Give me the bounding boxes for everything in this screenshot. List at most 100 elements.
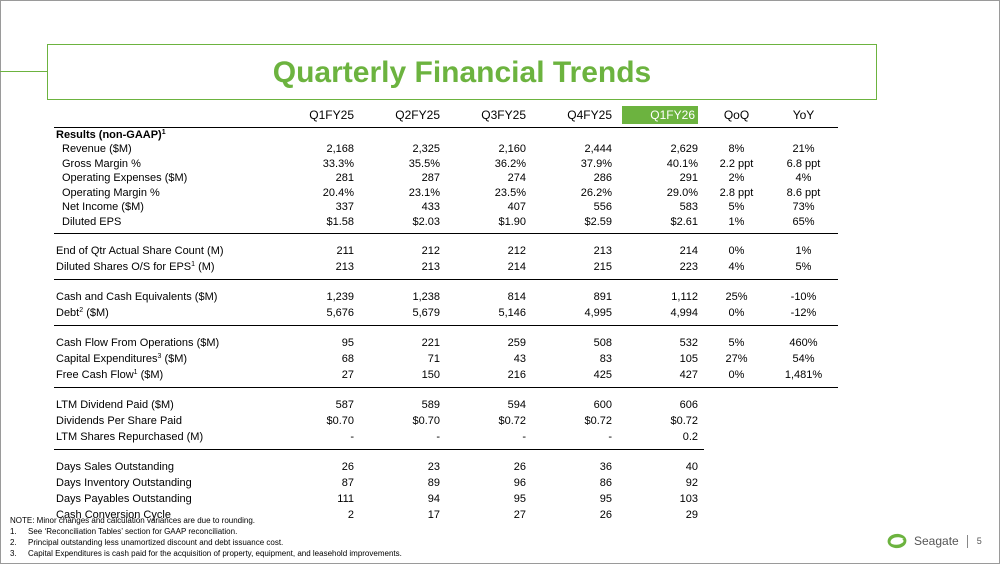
cell-value: 92 (685, 477, 698, 489)
cell-yoy (769, 459, 838, 475)
group-spacer (54, 326, 838, 336)
cell-yoy: 21% (792, 143, 815, 156)
section-title-row: Results (non-GAAP)1 (54, 128, 838, 143)
footnotes: NOTE: Minor changes and calculation vari… (10, 515, 402, 559)
table-row: Debt2 ($M) 5,676 5,679 5,146 4,995 4,994 0% -12… (54, 305, 838, 321)
cell-yoy (769, 429, 838, 445)
cell-value: - (608, 431, 612, 443)
cell-value: 29.0% (666, 186, 698, 199)
cell-value: $0.72 (498, 415, 526, 427)
cell-qoq: 5% (728, 201, 745, 214)
cell-value: 589 (421, 399, 440, 411)
cell-value: 213 (335, 261, 354, 273)
cell-value: $2.03 (412, 215, 440, 228)
row-label: LTM Shares Repurchased (M) (56, 431, 204, 443)
row-label: LTM Dividend Paid ($M) (56, 399, 174, 411)
cell-value: 433 (421, 201, 440, 214)
cell-value: - (522, 431, 526, 443)
row-label: Cash and Cash Equivalents ($M) (56, 291, 218, 303)
section-title: Results (non-GAAP)1 (56, 129, 166, 141)
row-label: Operating Expenses ($M) (62, 172, 188, 185)
cell-value: 37.9% (580, 157, 612, 170)
cell-qoq: 0% (728, 307, 745, 319)
col-header: QoQ (704, 103, 769, 128)
cell-yoy: 5% (795, 261, 812, 273)
cell-value: 111 (337, 493, 354, 505)
table-row: LTM Dividend Paid ($M) 587 589 594 600 606 (54, 397, 838, 413)
cell-value: 89 (427, 477, 440, 489)
cell-value: 103 (679, 493, 698, 505)
table-row: Days Inventory Outstanding 87 89 96 86 92 (54, 475, 838, 491)
cell-value: 40 (685, 461, 698, 473)
cell-qoq (704, 429, 769, 445)
col-header: Q2FY25 (360, 103, 446, 128)
cell-value: $0.70 (326, 415, 354, 427)
cell-value: 212 (507, 245, 526, 257)
title-box: Quarterly Financial Trends (47, 44, 877, 100)
cell-value: $0.70 (412, 415, 440, 427)
cell-value: 86 (599, 477, 612, 489)
col-header-highlight: Q1FY26 (618, 103, 704, 128)
cell-value: 2,160 (498, 143, 526, 156)
table-row: Revenue ($M) 2,168 2,325 2,160 2,444 2,629 8% 2… (54, 142, 838, 157)
table-row: Free Cash Flow1 ($M) 27 150 216 425 427 0% 1,48… (54, 367, 838, 383)
cell-value: 96 (513, 477, 526, 489)
table-row: Days Sales Outstanding 26 23 26 36 40 (54, 459, 838, 475)
cell-value: 26 (341, 461, 354, 473)
financial-table: Q1FY25 Q2FY25 Q3FY25 Q4FY25 Q1FY26 QoQ Y… (54, 103, 838, 523)
cell-value: 87 (341, 477, 354, 489)
cell-value: 26 (599, 509, 612, 521)
table-row: Cash Flow From Operations ($M) 95 221 259 50… (54, 335, 838, 351)
cell-value: 211 (336, 245, 354, 257)
cell-value: 583 (679, 201, 698, 214)
cell-value: 286 (593, 172, 612, 185)
cell-yoy: 73% (792, 201, 815, 214)
cell-qoq (704, 475, 769, 491)
cell-value: $2.61 (670, 215, 698, 228)
cell-value: 4,995 (584, 307, 612, 319)
cell-value: 43 (513, 353, 526, 365)
cell-value: - (436, 431, 440, 443)
row-label: Cash Flow From Operations ($M) (56, 337, 220, 349)
row-label: Cash Conversion Cycle (56, 509, 171, 521)
cell-value: 532 (679, 337, 698, 349)
col-header: YoY (769, 103, 838, 128)
group-divider (54, 383, 838, 388)
cell-yoy (769, 491, 838, 507)
group-divider (54, 321, 838, 326)
cell-value: $2.59 (584, 215, 612, 228)
cell-qoq (704, 397, 769, 413)
table-row: Days Payables Outstanding 111 94 95 95 103 (54, 491, 838, 507)
table-row: Cash Conversion Cycle 2 17 27 26 29 (54, 507, 838, 523)
group-spacer (54, 388, 838, 398)
cell-value: 4,994 (670, 307, 698, 319)
cell-value: 36 (599, 461, 612, 473)
cell-value: 68 (341, 353, 354, 365)
cell-value: 105 (679, 353, 698, 365)
cell-value: 35.5% (408, 157, 440, 170)
cell-value: 213 (593, 245, 612, 257)
cell-value: 150 (421, 369, 440, 381)
cell-yoy (769, 413, 838, 429)
cell-yoy: 4% (795, 172, 812, 185)
cell-yoy: 8.6 ppt (786, 186, 821, 199)
cell-yoy (769, 475, 838, 491)
cell-yoy: 65% (792, 215, 815, 228)
cell-qoq (704, 459, 769, 475)
cell-value: 20.4% (322, 186, 354, 199)
cell-yoy: 6.8 ppt (786, 157, 821, 170)
cell-yoy: 1% (795, 245, 812, 257)
cell-value: 26 (513, 461, 526, 473)
group-spacer (54, 450, 838, 460)
cell-qoq: 1% (728, 215, 745, 228)
cell-qoq: 2.8 ppt (719, 186, 754, 199)
row-label: Revenue ($M) (62, 143, 132, 156)
cell-value: 0.2 (682, 431, 698, 443)
cell-value: 95 (599, 493, 612, 505)
header-row: Q1FY25 Q2FY25 Q3FY25 Q4FY25 Q1FY26 QoQ Y… (54, 103, 838, 128)
page-title: Quarterly Financial Trends (272, 56, 652, 89)
cell-yoy: 460% (789, 337, 818, 349)
group-divider (54, 275, 838, 280)
cell-value: 425 (593, 369, 612, 381)
row-label: End of Qtr Actual Share Count (M) (56, 245, 224, 257)
